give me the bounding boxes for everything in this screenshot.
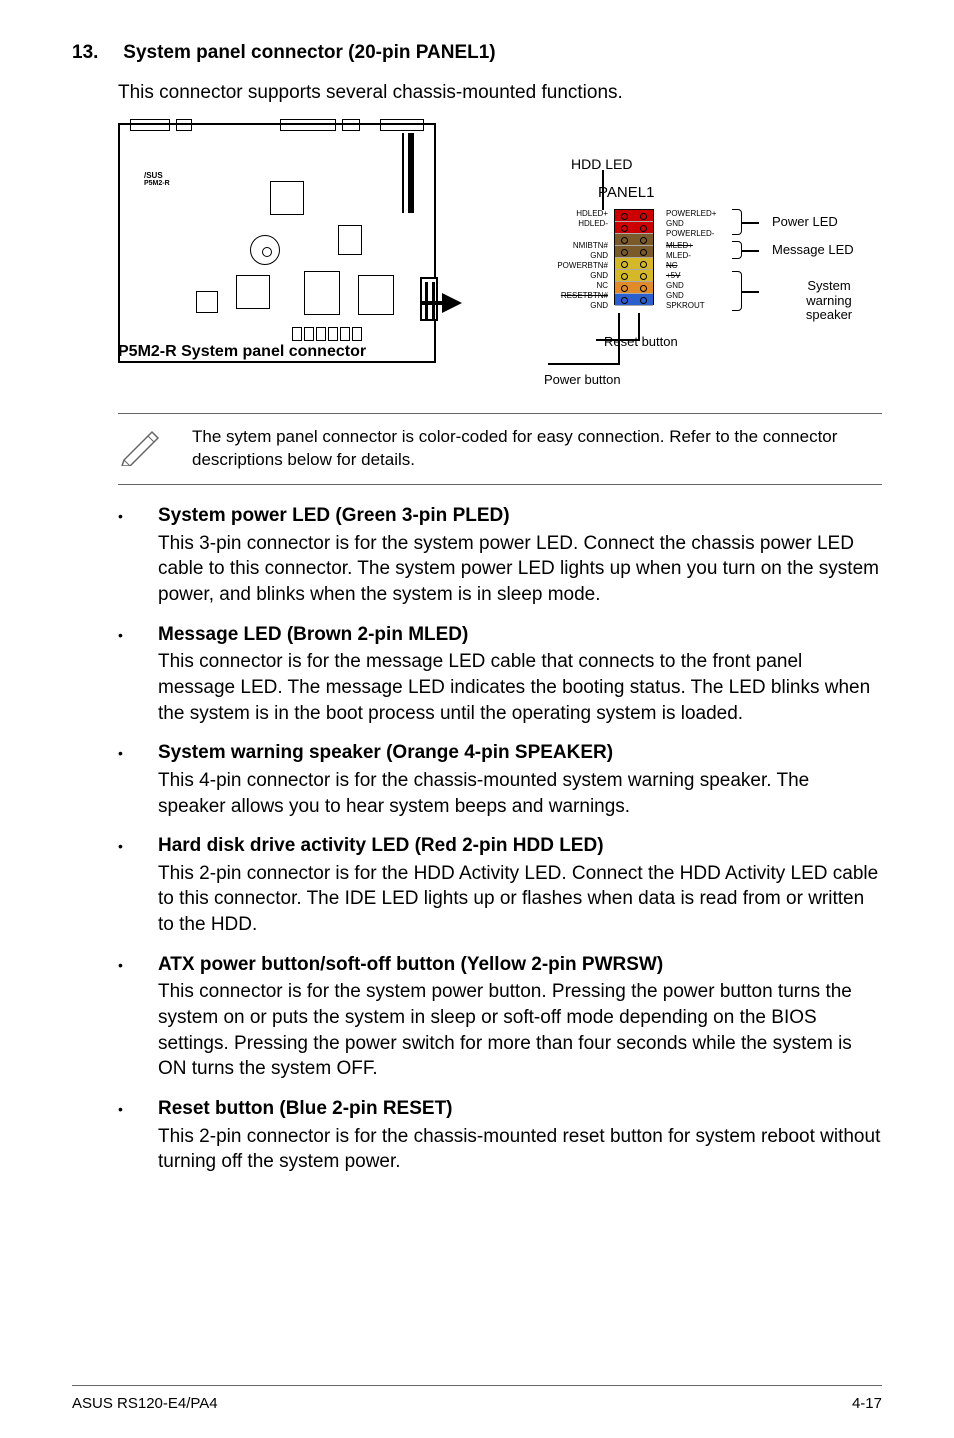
bullet-head: Message LED (Brown 2-pin MLED) bbox=[158, 622, 882, 648]
speaker-l3: speaker bbox=[806, 307, 852, 322]
bullet-dot: • bbox=[118, 833, 158, 938]
bullet-item: • ATX power button/soft-off button (Yell… bbox=[118, 952, 882, 1082]
bullet-body: This connector is for the system power b… bbox=[158, 979, 882, 1082]
mobo-label: P5M2-R System panel connector bbox=[118, 341, 436, 363]
bullet-dot: • bbox=[118, 952, 158, 1082]
bullet-dot: • bbox=[118, 740, 158, 819]
pin-l: GND bbox=[528, 301, 608, 312]
bullet-head: System power LED (Green 3-pin PLED) bbox=[158, 503, 882, 529]
pinout-diagram: HDD LED PANEL1 HDLED+ HDLED- NMIBTN# GND… bbox=[508, 123, 878, 401]
speaker-label: System warning speaker bbox=[794, 279, 864, 322]
bullet-body: This connector is for the message LED ca… bbox=[158, 649, 882, 726]
footer-left: ASUS RS120-E4/PA4 bbox=[72, 1394, 218, 1414]
note-block: The sytem panel connector is color-coded… bbox=[118, 413, 882, 485]
bullet-dot: • bbox=[118, 622, 158, 727]
bullet-body: This 4-pin connector is for the chassis-… bbox=[158, 768, 882, 819]
bullet-dot: • bbox=[118, 503, 158, 608]
bullet-body: This 2-pin connector is for the HDD Acti… bbox=[158, 861, 882, 938]
bullet-body: This 2-pin connector is for the chassis-… bbox=[158, 1124, 882, 1175]
bullet-head: System warning speaker (Orange 4-pin SPE… bbox=[158, 740, 882, 766]
pin-block bbox=[614, 209, 654, 305]
pin-l: HDLED- bbox=[528, 219, 608, 230]
bullet-item: • Message LED (Brown 2-pin MLED) This co… bbox=[118, 622, 882, 727]
pin-r: SPKROUT bbox=[666, 301, 705, 312]
motherboard-outline: /SUS P5M2-R bbox=[118, 123, 436, 363]
bullet-head: Reset button (Blue 2-pin RESET) bbox=[158, 1096, 882, 1122]
speaker-l2: warning bbox=[806, 293, 852, 308]
page-footer: ASUS RS120-E4/PA4 4-17 bbox=[72, 1385, 882, 1414]
pin-r: POWERLED- bbox=[666, 229, 714, 240]
brand-model: P5M2-R bbox=[144, 179, 170, 188]
section-heading: 13. System panel connector (20-pin PANEL… bbox=[72, 40, 882, 66]
bullet-head: ATX power button/soft-off button (Yellow… bbox=[158, 952, 882, 978]
message-led-label: Message LED bbox=[772, 241, 854, 259]
arrow-icon bbox=[442, 293, 462, 313]
speaker-l1: System bbox=[807, 278, 850, 293]
bullet-item: • Hard disk drive activity LED (Red 2-pi… bbox=[118, 833, 882, 938]
bullet-body: This 3-pin connector is for the system p… bbox=[158, 531, 882, 608]
pencil-icon bbox=[118, 426, 164, 466]
bullet-dot: • bbox=[118, 1096, 158, 1175]
section-title-text: System panel connector (20-pin PANEL1) bbox=[123, 40, 495, 66]
panel1-label: PANEL1 bbox=[598, 183, 654, 203]
panel-connector-marker bbox=[420, 277, 438, 321]
bullet-head: Hard disk drive activity LED (Red 2-pin … bbox=[158, 833, 882, 859]
footer-right: 4-17 bbox=[852, 1394, 882, 1414]
bullet-list: • System power LED (Green 3-pin PLED) Th… bbox=[118, 503, 882, 1175]
bullet-item: • System power LED (Green 3-pin PLED) Th… bbox=[118, 503, 882, 608]
power-button-label: Power button bbox=[544, 371, 621, 389]
power-led-label: Power LED bbox=[772, 213, 838, 231]
note-text: The sytem panel connector is color-coded… bbox=[192, 426, 874, 472]
reset-button-label: Reset button bbox=[604, 333, 678, 351]
intro-text: This connector supports several chassis-… bbox=[118, 80, 882, 106]
bullet-item: • System warning speaker (Orange 4-pin S… bbox=[118, 740, 882, 819]
section-number: 13. bbox=[72, 40, 118, 66]
bullet-item: • Reset button (Blue 2-pin RESET) This 2… bbox=[118, 1096, 882, 1175]
diagram: /SUS P5M2-R P5M2-R System panel connecto… bbox=[118, 123, 882, 401]
